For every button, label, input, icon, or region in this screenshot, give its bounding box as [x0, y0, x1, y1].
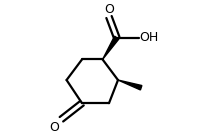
- Polygon shape: [103, 36, 119, 59]
- Polygon shape: [118, 80, 142, 90]
- Text: O: O: [49, 120, 59, 134]
- Text: O: O: [104, 3, 114, 16]
- Text: OH: OH: [139, 31, 158, 44]
